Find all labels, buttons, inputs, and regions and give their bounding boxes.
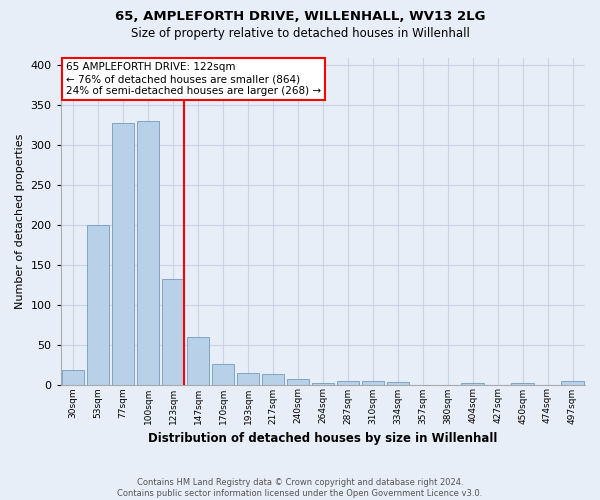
- Bar: [212, 364, 234, 384]
- X-axis label: Distribution of detached houses by size in Willenhall: Distribution of detached houses by size …: [148, 432, 497, 445]
- Y-axis label: Number of detached properties: Number of detached properties: [15, 134, 25, 308]
- Bar: [162, 279, 184, 384]
- Bar: [287, 379, 309, 384]
- Bar: [511, 383, 534, 384]
- Bar: [311, 383, 334, 384]
- Text: 65 AMPLEFORTH DRIVE: 122sqm
← 76% of detached houses are smaller (864)
24% of se: 65 AMPLEFORTH DRIVE: 122sqm ← 76% of det…: [66, 62, 321, 96]
- Bar: [362, 382, 384, 384]
- Bar: [187, 336, 209, 384]
- Bar: [87, 225, 109, 384]
- Bar: [237, 372, 259, 384]
- Text: Size of property relative to detached houses in Willenhall: Size of property relative to detached ho…: [131, 28, 469, 40]
- Bar: [62, 370, 85, 384]
- Bar: [137, 122, 160, 384]
- Bar: [337, 382, 359, 384]
- Text: 65, AMPLEFORTH DRIVE, WILLENHALL, WV13 2LG: 65, AMPLEFORTH DRIVE, WILLENHALL, WV13 2…: [115, 10, 485, 23]
- Bar: [386, 382, 409, 384]
- Bar: [112, 123, 134, 384]
- Bar: [461, 383, 484, 384]
- Bar: [262, 374, 284, 384]
- Text: Contains HM Land Registry data © Crown copyright and database right 2024.
Contai: Contains HM Land Registry data © Crown c…: [118, 478, 482, 498]
- Bar: [561, 380, 584, 384]
